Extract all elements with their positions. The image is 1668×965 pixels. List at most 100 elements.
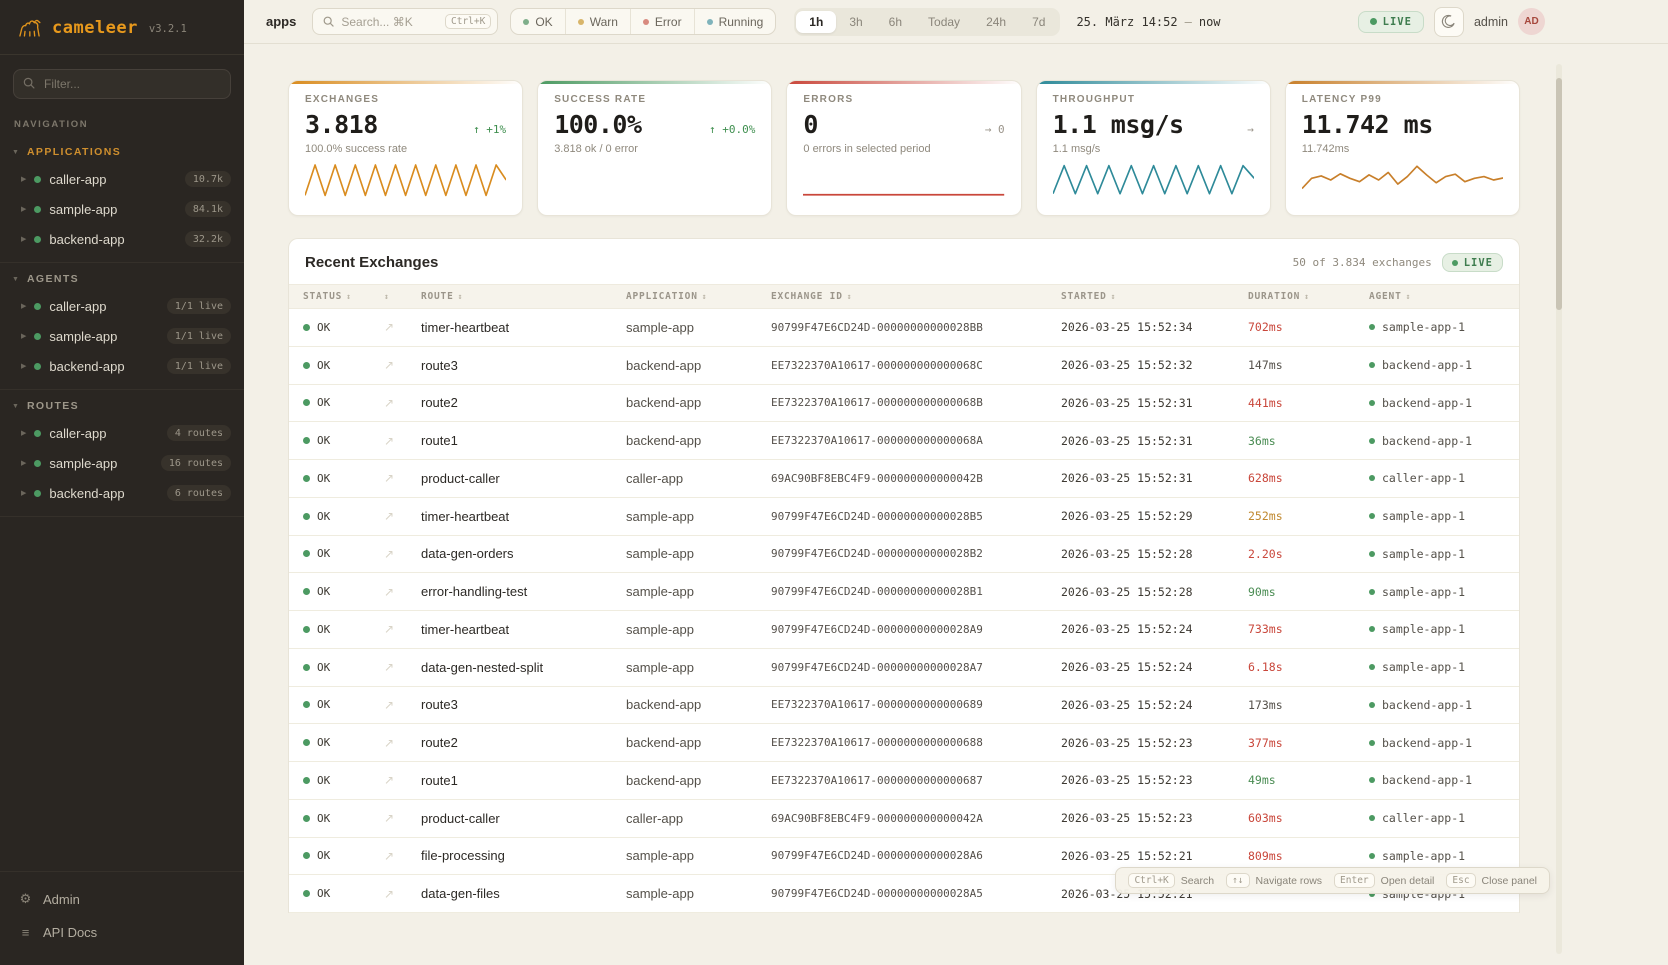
- sidebar-item-api-docs[interactable]: ≡ API Docs: [0, 916, 244, 949]
- sidebar-item-backend-app[interactable]: ▶ backend-app 32.2k: [0, 224, 244, 254]
- column-header-status[interactable]: STATUS ↕: [303, 291, 384, 302]
- sidebar-item-caller-app[interactable]: ▶ caller-app 4 routes: [0, 418, 244, 448]
- open-link-icon[interactable]: ↗: [384, 773, 395, 788]
- column-header-link[interactable]: ↕: [384, 292, 421, 301]
- sidebar-section-header-routes[interactable]: ▼ ROUTES: [0, 390, 244, 418]
- range-button-6h[interactable]: 6h: [876, 11, 915, 33]
- sidebar-item-admin[interactable]: ⚙ Admin: [0, 882, 244, 916]
- table-row[interactable]: OK ↗ route3 backend-app EE7322370A10617-0000…: [289, 346, 1519, 385]
- card-subtitle: 0 errors in selected period: [803, 143, 931, 155]
- sidebar-item-sample-app[interactable]: ▶ sample-app 84.1k: [0, 194, 244, 224]
- table-row[interactable]: OK ↗ timer-heartbeat sample-app 90799F47E6CD…: [289, 611, 1519, 649]
- status-filter-warn[interactable]: Warn: [566, 9, 631, 34]
- sidebar-item-badge: 6 routes: [166, 485, 231, 501]
- column-header-agent[interactable]: AGENT ↕: [1369, 291, 1505, 302]
- sidebar-item-caller-app[interactable]: ▶ caller-app 10.7k: [0, 164, 244, 194]
- open-link-icon[interactable]: ↗: [384, 622, 395, 637]
- cell-route: route2: [421, 395, 458, 411]
- cell-duration: 628ms: [1248, 471, 1283, 486]
- cell-application: backend-app: [626, 735, 702, 751]
- filter-input[interactable]: [13, 69, 231, 99]
- date-range[interactable]: 25. März 14:52 — now: [1076, 15, 1228, 29]
- agent-status-dot: [1369, 513, 1375, 520]
- range-button-3h[interactable]: 3h: [836, 11, 875, 33]
- status-text: OK: [317, 698, 331, 712]
- status-filter-error[interactable]: Error: [631, 9, 695, 34]
- open-link-icon[interactable]: ↗: [384, 660, 395, 675]
- sidebar: cameleer v3.2.1 NAVIGATION ▼ APPLICATIONS…: [0, 0, 244, 965]
- sidebar-section-header-agents[interactable]: ▼ AGENTS: [0, 263, 244, 291]
- table-row[interactable]: OK ↗ product-caller caller-app 69AC90BF8EBC4…: [289, 460, 1519, 498]
- open-link-icon[interactable]: ↗: [384, 848, 395, 863]
- live-toggle[interactable]: LIVE: [1357, 10, 1424, 33]
- open-link-icon[interactable]: ↗: [384, 584, 395, 599]
- breadcrumb: apps: [266, 14, 297, 29]
- status-dot: [303, 890, 310, 898]
- open-link-icon[interactable]: ↗: [384, 358, 395, 373]
- cell-status: OK: [303, 585, 384, 598]
- cell-duration: 173ms: [1248, 697, 1283, 712]
- table-row[interactable]: OK ↗ error-handling-test sample-app 90799F47…: [289, 573, 1519, 611]
- avatar[interactable]: AD: [1518, 8, 1545, 35]
- status-text: OK: [317, 773, 331, 787]
- table-row[interactable]: OK ↗ data-gen-nested-split sample-app 90799F…: [289, 648, 1519, 687]
- open-link-icon[interactable]: ↗: [384, 697, 395, 712]
- open-link-icon[interactable]: ↗: [384, 471, 395, 486]
- scrollbar-track[interactable]: [1556, 64, 1562, 954]
- column-label: DURATION: [1248, 291, 1301, 302]
- table-row[interactable]: OK ↗ route2 backend-app EE7322370A10617-0000…: [289, 384, 1519, 423]
- agent-status-dot: [1369, 550, 1375, 557]
- open-link-icon[interactable]: ↗: [384, 395, 395, 410]
- status-filter-ok[interactable]: OK: [511, 9, 566, 34]
- theme-toggle-button[interactable]: [1433, 6, 1464, 37]
- sidebar-item-backend-app[interactable]: ▶ backend-app 6 routes: [0, 478, 244, 508]
- search-input[interactable]: [341, 14, 440, 29]
- sidebar-item-sample-app[interactable]: ▶ sample-app 1/1 live: [0, 321, 244, 351]
- table-row[interactable]: OK ↗ route1 backend-app EE7322370A10617-0000…: [289, 422, 1519, 460]
- table-row[interactable]: OK ↗ timer-heartbeat sample-app 90799F47E6CD…: [289, 309, 1519, 347]
- column-header-duration[interactable]: DURATION ↕: [1248, 291, 1369, 302]
- card-accent-strip: [1285, 81, 1519, 84]
- open-link-icon[interactable]: ↗: [384, 811, 395, 826]
- api-docs-label: API Docs: [43, 925, 98, 940]
- sidebar-item-backend-app[interactable]: ▶ backend-app 1/1 live: [0, 351, 244, 381]
- cell-status: OK: [303, 396, 384, 409]
- camel-logo-icon: [16, 14, 43, 41]
- open-link-icon[interactable]: ↗: [384, 546, 395, 561]
- card-delta: → 0: [984, 123, 1005, 136]
- sparkline: [803, 193, 1005, 196]
- column-header-exchange-id[interactable]: EXCHANGE ID ↕: [771, 291, 1061, 302]
- scrollbar-thumb[interactable]: [1556, 78, 1562, 310]
- content: EXCHANGES 3.818 ↑ +1% 100.0% success rate SU…: [244, 44, 1520, 913]
- open-link-icon[interactable]: ↗: [384, 433, 395, 448]
- open-link-icon[interactable]: ↗: [384, 320, 395, 335]
- status-dot: [706, 18, 713, 25]
- status-filter-running[interactable]: Running: [695, 9, 776, 34]
- cell-status: OK: [303, 472, 384, 485]
- table-row[interactable]: OK ↗ data-gen-orders sample-app 90799F47E6CD…: [289, 535, 1519, 574]
- range-button-24h[interactable]: 24h: [973, 11, 1019, 33]
- cell-duration: 2.20s: [1248, 546, 1283, 561]
- column-header-started[interactable]: STARTED ↕: [1061, 291, 1248, 302]
- sidebar-section-header-applications[interactable]: ▼ APPLICATIONS: [0, 136, 244, 164]
- table-row[interactable]: OK ↗ route2 backend-app EE7322370A10617-0000…: [289, 724, 1519, 762]
- sidebar-item-sample-app[interactable]: ▶ sample-app 16 routes: [0, 448, 244, 478]
- column-header-route[interactable]: ROUTE ↕: [421, 291, 626, 302]
- date-from: 25. März 14:52: [1076, 14, 1178, 29]
- range-button-7d[interactable]: 7d: [1019, 11, 1058, 33]
- table-row[interactable]: OK ↗ route3 backend-app EE7322370A10617-0000…: [289, 686, 1519, 725]
- table-row[interactable]: OK ↗ route1 backend-app EE7322370A10617-0000…: [289, 762, 1519, 800]
- sidebar-item-caller-app[interactable]: ▶ caller-app 1/1 live: [0, 291, 244, 321]
- open-link-icon[interactable]: ↗: [384, 735, 395, 750]
- range-button-today[interactable]: Today: [915, 11, 973, 33]
- table-row[interactable]: OK ↗ product-caller caller-app 69AC90BF8EBC4…: [289, 799, 1519, 838]
- column-header-application[interactable]: APPLICATION ↕: [626, 291, 771, 302]
- table-row[interactable]: OK ↗ timer-heartbeat sample-app 90799F47E6CD…: [289, 497, 1519, 536]
- range-button-1h[interactable]: 1h: [796, 10, 837, 33]
- table-row[interactable]: OK ↗ data-gen-files sample-app 90799F47E6CD2…: [289, 875, 1519, 913]
- open-link-icon[interactable]: ↗: [384, 886, 395, 901]
- open-link-icon[interactable]: ↗: [384, 509, 395, 524]
- live-dot: [1369, 18, 1377, 25]
- global-search[interactable]: Ctrl+K: [312, 8, 499, 35]
- moon-icon: [1441, 14, 1456, 29]
